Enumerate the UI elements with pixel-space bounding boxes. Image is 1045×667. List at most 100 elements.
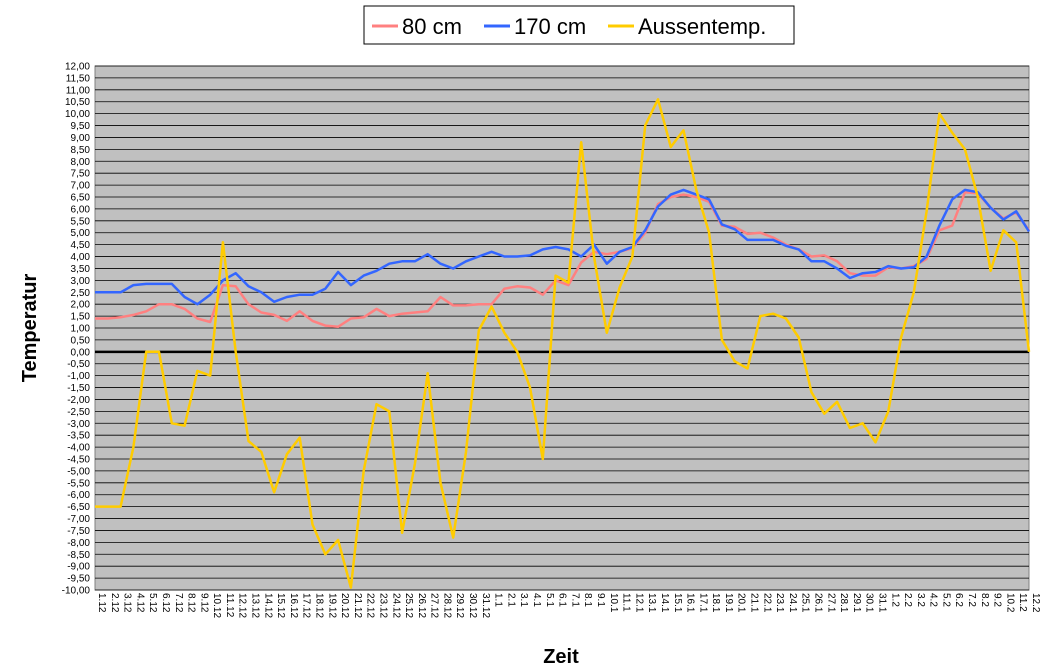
x-tick-label: 22.1: [761, 593, 772, 613]
y-tick-label: 6,00: [71, 204, 91, 215]
x-tick-label: 30.1: [864, 593, 875, 613]
x-tick-label: 28.1: [838, 593, 849, 613]
x-tick-label: 26.1: [812, 593, 823, 613]
x-tick-label: 23.1: [774, 593, 785, 613]
y-tick-label: 1,00: [71, 324, 91, 335]
x-tick-label: 21.1: [749, 593, 760, 613]
x-tick-label: 15.1: [672, 593, 683, 613]
x-tick-label: 23.12: [377, 593, 388, 618]
y-tick-label: 4,00: [71, 252, 91, 263]
y-tick-label: 0,00: [71, 347, 91, 358]
x-tick-label: 6.12: [160, 593, 171, 613]
x-tick-label: 27.1: [825, 593, 836, 613]
y-tick-label: -7,00: [67, 514, 90, 525]
y-tick-label: 6,50: [71, 193, 91, 204]
x-tick-label: 13.1: [646, 593, 657, 613]
x-tick-label: 1.12: [96, 593, 107, 613]
x-tick-label: 4.12: [134, 593, 145, 613]
y-tick-label: -4,50: [67, 455, 90, 466]
y-tick-label: -5,50: [67, 478, 90, 489]
x-tick-label: 9.12: [198, 593, 209, 613]
x-tick-label: 31.1: [876, 593, 887, 613]
x-tick-label: 24.1: [787, 593, 798, 613]
y-tick-label: -6,50: [67, 502, 90, 513]
series-line-170cm: [95, 188, 1031, 306]
y-tick-label: -9,00: [67, 562, 90, 573]
y-tick-label: 9,00: [71, 133, 91, 144]
y-tick-label: 5,50: [71, 216, 91, 227]
y-tick-label: -5,00: [67, 466, 90, 477]
y-tick-label: 7,50: [71, 169, 91, 180]
x-tick-label: 25.12: [403, 593, 414, 618]
x-tick-label: 14.1: [659, 593, 670, 613]
x-tick-label: 9.1: [595, 593, 606, 607]
x-tick-label: 6.1: [557, 593, 568, 607]
x-tick-label: 3.12: [122, 593, 133, 613]
x-tick-label: 19.1: [723, 593, 734, 613]
x-tick-label: 18.1: [710, 593, 721, 613]
x-tick-label: 18.12: [314, 593, 325, 618]
y-tick-label: 4,50: [71, 240, 91, 251]
y-tick-label: 3,00: [71, 276, 91, 287]
x-tick-labels: 1.12 2.12 3.12 4.12 5.12 6.12 7.12 8.12 9.12 10.1…: [96, 593, 1041, 618]
y-tick-label: 2,50: [71, 288, 91, 299]
y-tick-label: 10,50: [65, 97, 90, 108]
y-axis-title: Temperatur: [19, 274, 41, 383]
y-tick-label: -7,50: [67, 526, 90, 537]
x-tick-label: 5.2: [940, 593, 951, 607]
x-tick-label: 6.2: [953, 593, 964, 607]
x-tick-label: 5.1: [544, 593, 555, 607]
x-tick-label: 2.12: [109, 593, 120, 613]
legend: 80 cm 170 cm Aussentemp.: [363, 5, 795, 45]
x-tick-label: 17.1: [697, 593, 708, 613]
x-tick-label: 8.2: [979, 593, 990, 607]
x-tick-label: 4.2: [928, 593, 939, 607]
y-tick-label: -8,00: [67, 538, 90, 549]
x-tick-label: 4.1: [531, 593, 542, 607]
x-tick-label: 8.1: [582, 593, 593, 607]
x-tick-label: 25.1: [800, 593, 811, 613]
x-tick-label: 21.12: [352, 593, 363, 618]
x-tick-label: 12.1: [633, 593, 644, 613]
y-tick-label: -0,50: [67, 359, 90, 370]
x-tick-label: 11.12: [224, 593, 235, 618]
series-line-aussentemp: [95, 98, 1031, 589]
y-tick-label: -9,50: [67, 574, 90, 585]
y-tick-label: -6,00: [67, 490, 90, 501]
y-tick-label: 12,00: [65, 62, 90, 73]
x-tick-label: 12.2: [1030, 593, 1041, 613]
x-tick-label: 28.12: [441, 593, 452, 618]
x-tick-label: 27.12: [429, 593, 440, 618]
y-tick-label: -3,00: [67, 419, 90, 430]
series-line-80cm: [95, 190, 1031, 329]
legend-label-80cm: 80 cm: [402, 14, 462, 39]
y-tick-label: -8,50: [67, 550, 90, 561]
legend-label-aussentemp: Aussentemp.: [638, 14, 766, 39]
legend-box: [363, 5, 795, 45]
x-tick-label: 19.12: [326, 593, 337, 618]
x-tick-label: 30.12: [467, 593, 478, 618]
x-tick-label: 26.12: [416, 593, 427, 618]
x-tick-label: 20.12: [339, 593, 350, 618]
x-tick-label: 7.2: [966, 593, 977, 607]
y-tick-label: 0,50: [71, 335, 91, 346]
y-tick-label: 8,50: [71, 145, 91, 156]
x-tick-label: 2.1: [505, 593, 516, 607]
x-tick-label: 17.12: [301, 593, 312, 618]
x-tick-label: 11.1: [621, 593, 632, 612]
x-tick-label: 1.2: [889, 593, 900, 607]
x-tick-label: 15.12: [275, 593, 286, 618]
y-tick-label: 2,00: [71, 300, 91, 311]
x-tick-label: 9.2: [992, 593, 1003, 607]
y-tick-label: 9,50: [71, 121, 91, 132]
x-tick-label: 12.12: [237, 593, 248, 618]
series-lines: [95, 98, 1031, 589]
y-tick-labels: -10,00-9,50-9,00-8,50-8,00-7,50-7,00-6,5…: [62, 62, 91, 597]
y-tick-label: -3,50: [67, 431, 90, 442]
y-tick-label: 11,50: [66, 73, 91, 84]
y-tick-label: -1,00: [67, 371, 90, 382]
x-tick-label: 24.12: [390, 593, 401, 618]
x-tick-label: 3.1: [518, 593, 529, 607]
x-tick-label: 8.12: [186, 593, 197, 613]
